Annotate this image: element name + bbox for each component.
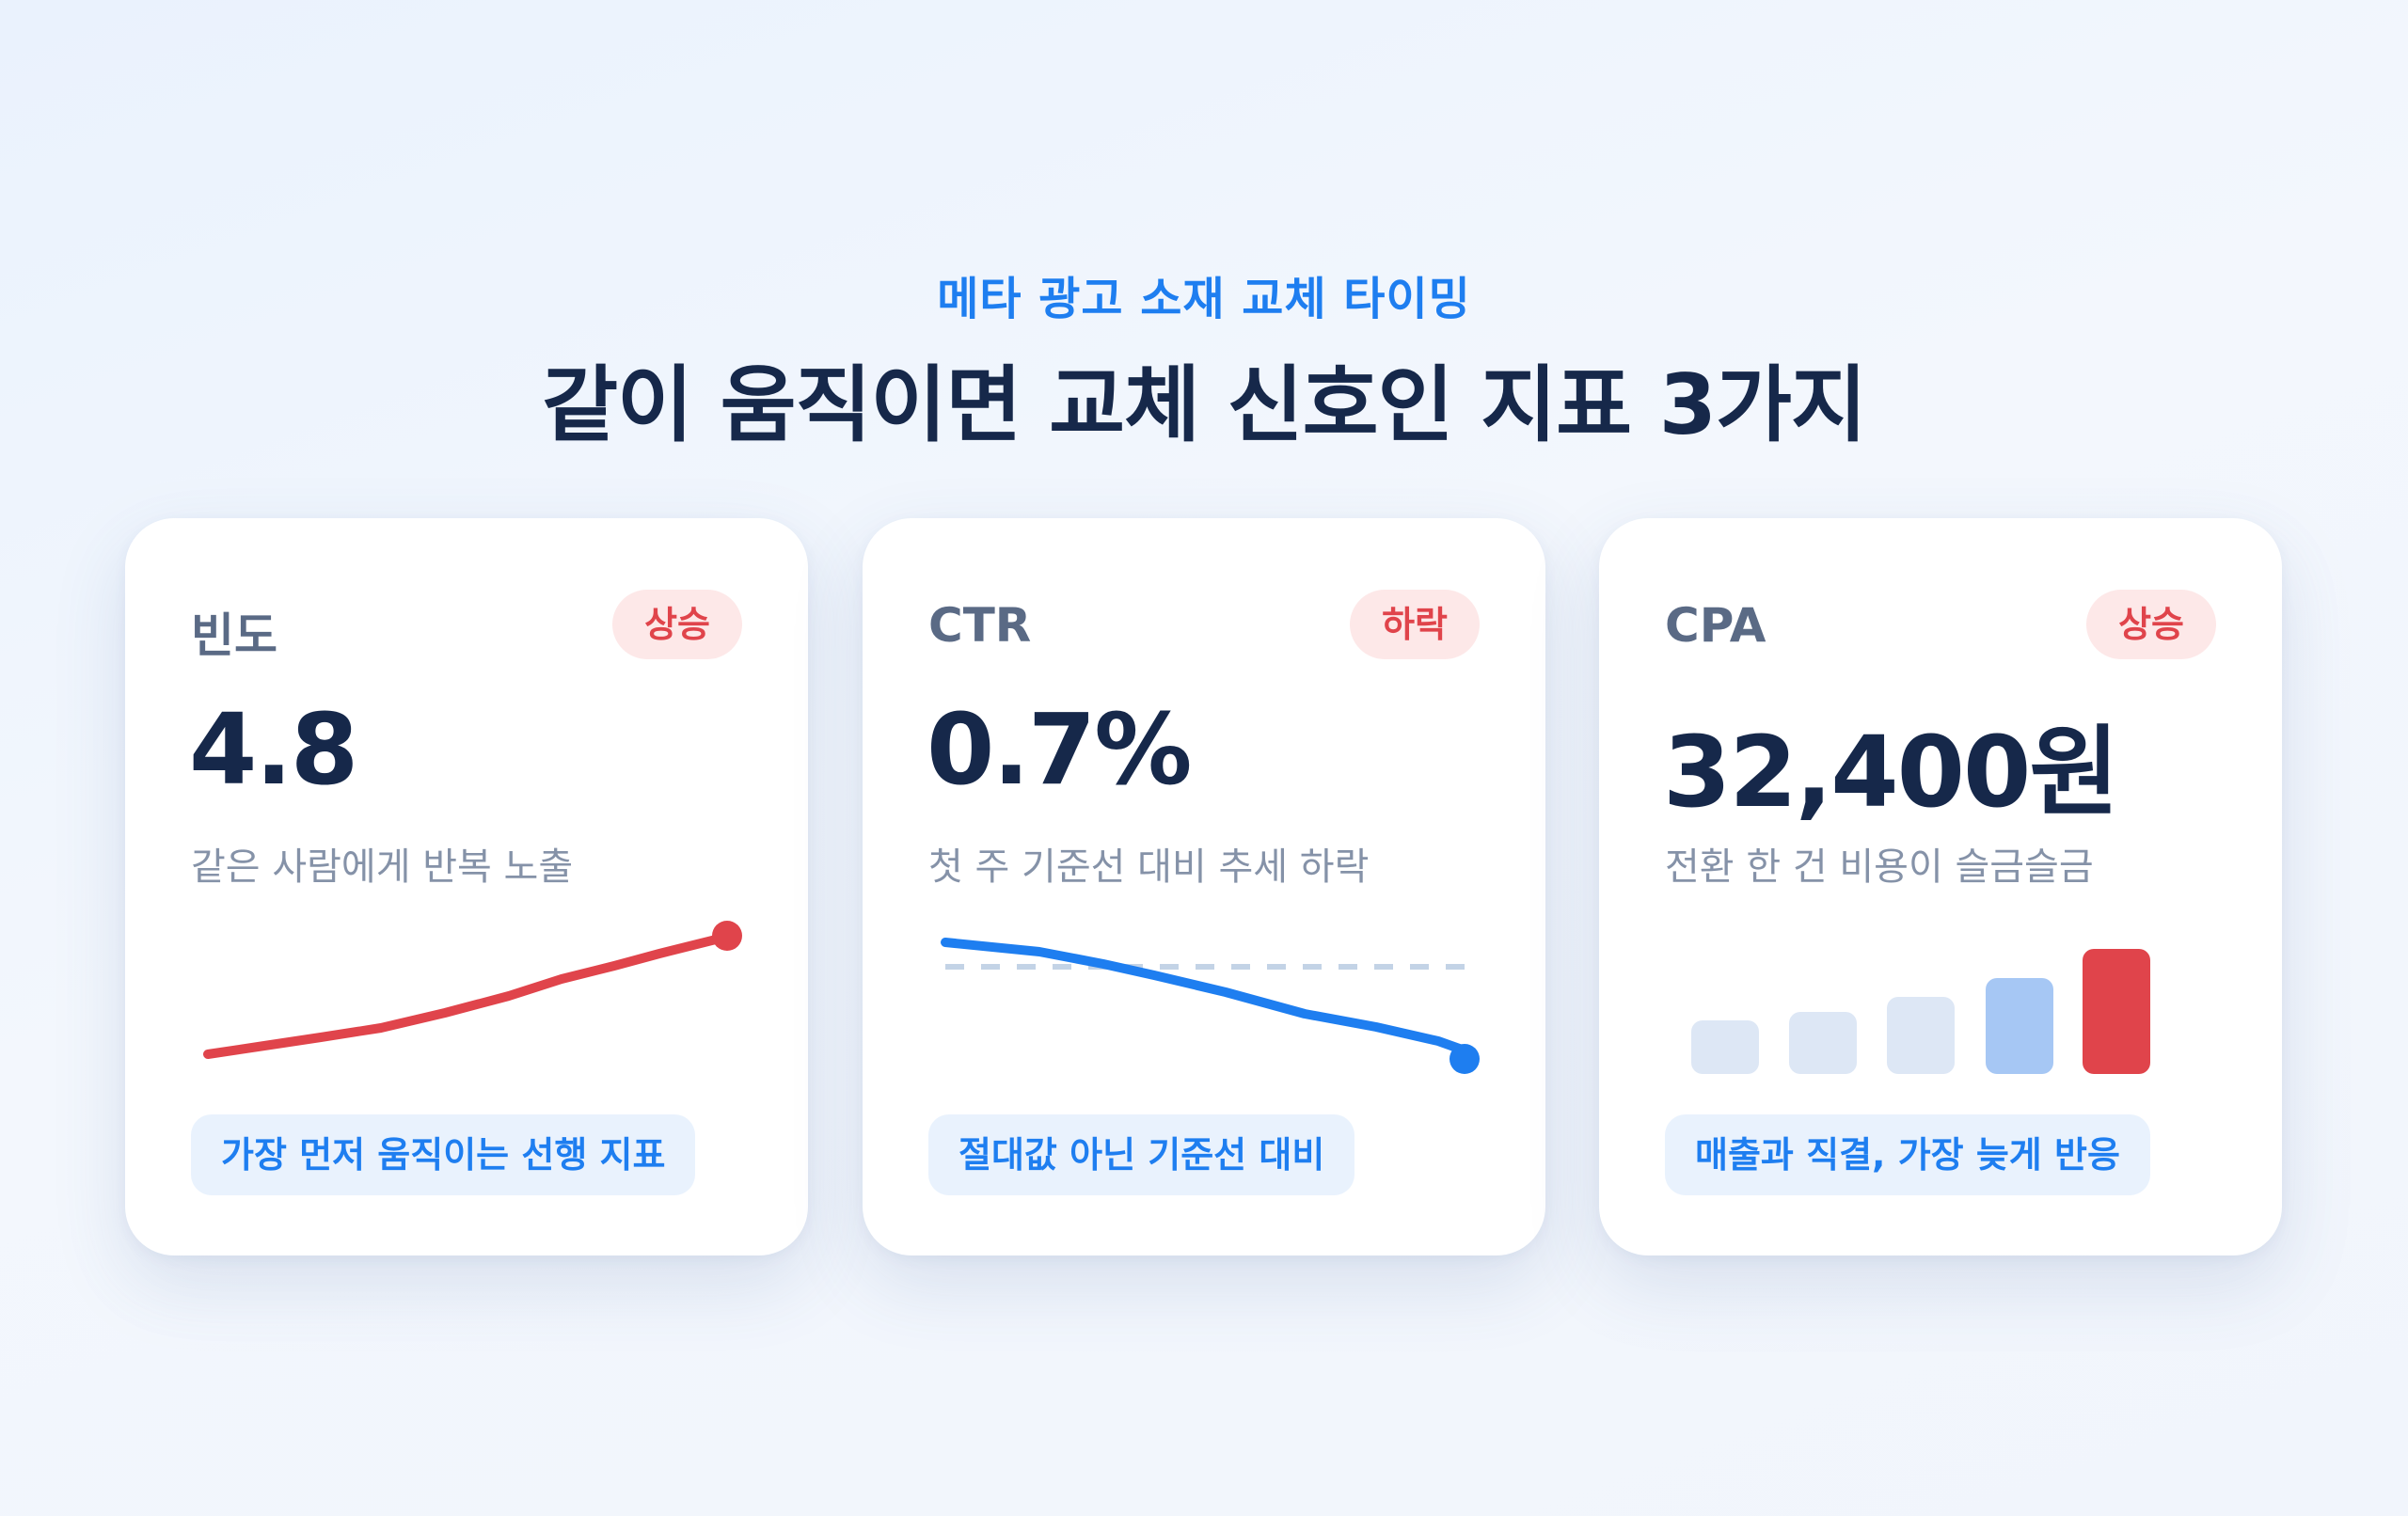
metric-note: 가장 먼저 움직이는 선행 지표 xyxy=(191,1114,696,1195)
metric-note: 매출과 직결, 가장 늦게 반응 xyxy=(1665,1114,2150,1195)
line-chart-down-icon xyxy=(941,938,1480,1074)
status-badge: 상승 xyxy=(2086,590,2216,659)
trend-line xyxy=(941,938,1469,1055)
trend-line xyxy=(203,932,732,1059)
metric-value: 4.8 xyxy=(189,692,358,807)
status-badge: 상승 xyxy=(612,590,742,659)
bar-4 xyxy=(1986,978,2053,1074)
metric-label: 빈도 xyxy=(191,608,277,663)
status-badge: 하락 xyxy=(1350,590,1480,659)
line-chart-up-icon xyxy=(203,921,742,1059)
metric-label: CTR xyxy=(928,598,1032,653)
metric-description: 전환 한 건 비용이 슬금슬금 xyxy=(1665,845,2094,889)
metric-description: 첫 주 기준선 대비 추세 하락 xyxy=(928,845,1370,889)
bar-3 xyxy=(1887,997,1955,1074)
metric-value: 32,400원 xyxy=(1663,715,2119,829)
metric-card-cpa: CPA 상승 32,400원 전환 한 건 비용이 슬금슬금 매출과 직결, 가… xyxy=(1599,518,2282,1255)
trend-end-dot xyxy=(1450,1044,1480,1074)
trend-end-dot xyxy=(712,921,742,951)
bar-chart-up-icon xyxy=(1691,949,2150,1074)
metric-value: 0.7% xyxy=(927,692,1192,807)
metric-card-frequency: 빈도 상승 4.8 같은 사람에게 반복 노출 가장 먼저 움직이는 선행 지표 xyxy=(125,518,808,1255)
bar-1 xyxy=(1691,1020,1759,1074)
bar-2 xyxy=(1789,1012,1857,1074)
metric-description: 같은 사람에게 반복 노출 xyxy=(191,845,574,889)
page-kicker: 메타 광고 소재 교체 타이밍 xyxy=(937,273,1471,325)
bar-5 xyxy=(2083,949,2150,1074)
metric-card-ctr: CTR 하락 0.7% 첫 주 기준선 대비 추세 하락 절대값 아닌 기준선 … xyxy=(863,518,1545,1255)
metric-note: 절대값 아닌 기준선 대비 xyxy=(928,1114,1355,1195)
metric-label: CPA xyxy=(1665,598,1766,653)
page-title: 같이 움직이면 교체 신호인 지표 3가지 xyxy=(542,356,1867,453)
